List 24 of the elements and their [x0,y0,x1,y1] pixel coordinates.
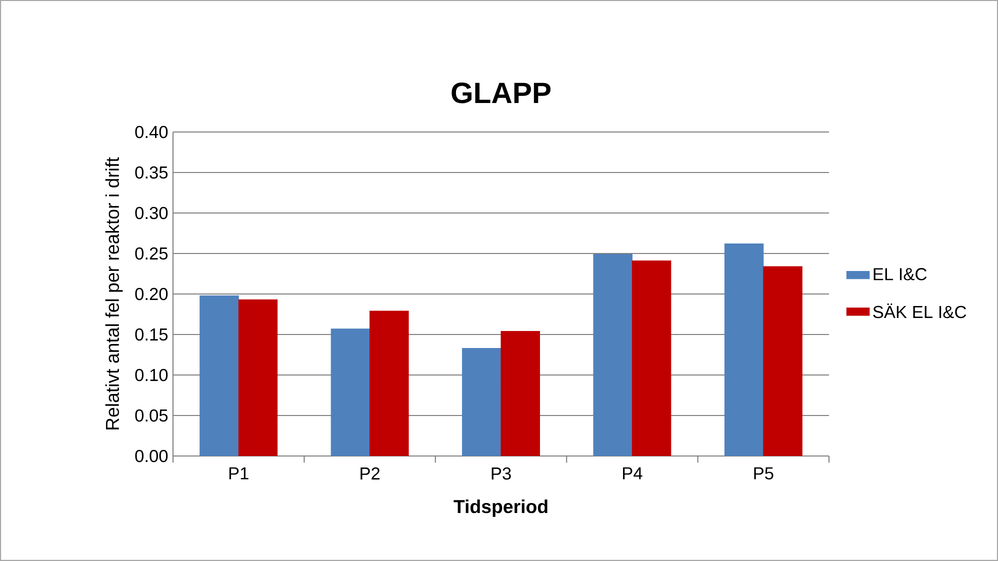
bar [632,260,672,456]
bar [500,330,540,456]
y-tick-label: 0.10 [135,368,168,382]
x-tick-label: P2 [360,467,380,480]
legend-label: EL I&C [874,268,927,280]
y-tick-label: 0.05 [135,409,168,422]
x-tick-label: P4 [623,467,642,480]
y-tick-label: 0.30 [135,206,168,220]
y-tick-label: 0.40 [135,126,168,138]
bar [238,299,278,456]
x-tick-label: P3 [492,467,511,480]
chart-title: GLAPP [452,82,551,104]
legend-label: SÄK EL I&C [873,303,966,318]
x-axis-title: Tidsperiod [454,499,548,517]
bar [763,266,802,456]
y-tick-label: 0.00 [135,450,168,462]
y-tick-label: 0.25 [135,247,168,260]
y-tick-label: 0.15 [135,328,168,341]
y-tick-label: 0.20 [135,288,168,300]
x-tick-label: P5 [754,467,774,480]
y-axis-title: Relativt antal fel per reaktor i drift [105,157,123,430]
x-tick-label: P1 [229,467,248,480]
bar [370,310,409,456]
y-tick-label: 0.35 [135,166,168,179]
